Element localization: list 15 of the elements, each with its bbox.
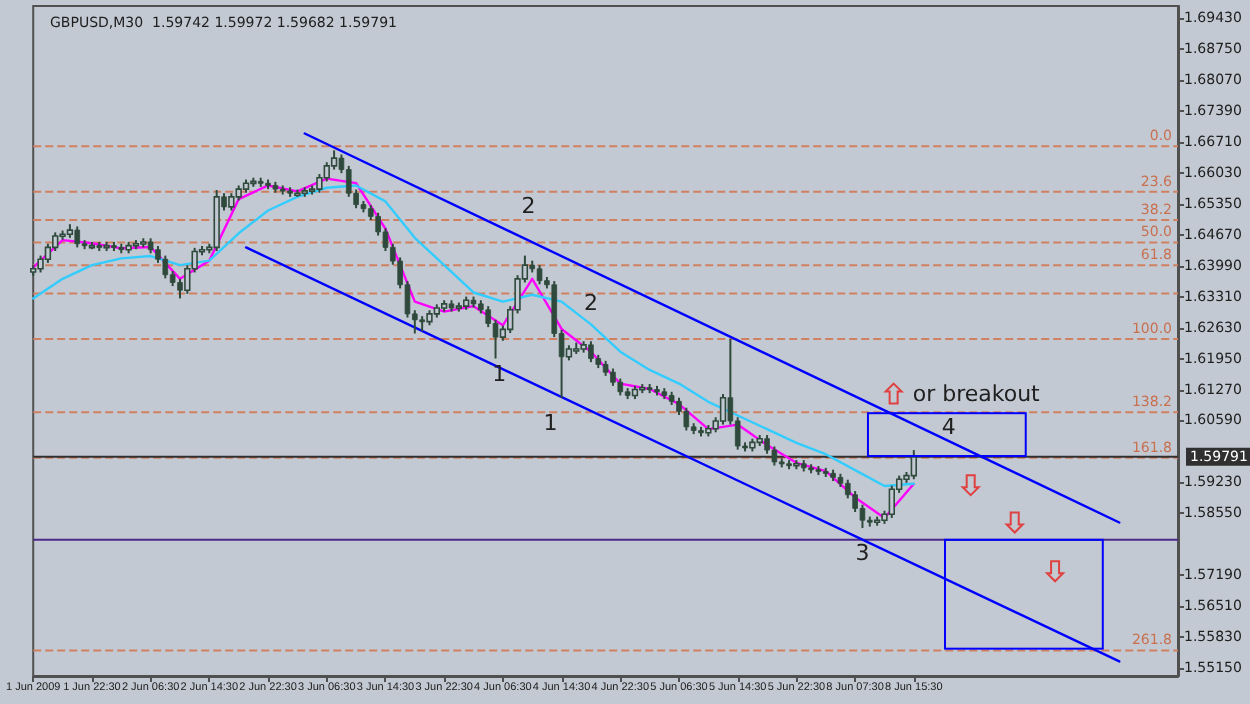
candlestick bbox=[74, 225, 81, 249]
annotation: 1 bbox=[543, 409, 558, 436]
annotation: 1 bbox=[492, 361, 507, 388]
annotation: 3 bbox=[855, 540, 870, 567]
candlestick bbox=[536, 264, 543, 286]
candlestick bbox=[719, 393, 727, 426]
annotation: or breakout bbox=[912, 380, 1042, 407]
candlestick bbox=[910, 449, 917, 481]
candlestick bbox=[888, 484, 895, 519]
candlestick bbox=[683, 406, 690, 432]
candlestick bbox=[588, 340, 594, 364]
annotation: 4 bbox=[941, 413, 956, 440]
annotation: 2 bbox=[521, 192, 536, 219]
annotation: 2 bbox=[583, 289, 598, 316]
candlestick bbox=[162, 254, 169, 280]
